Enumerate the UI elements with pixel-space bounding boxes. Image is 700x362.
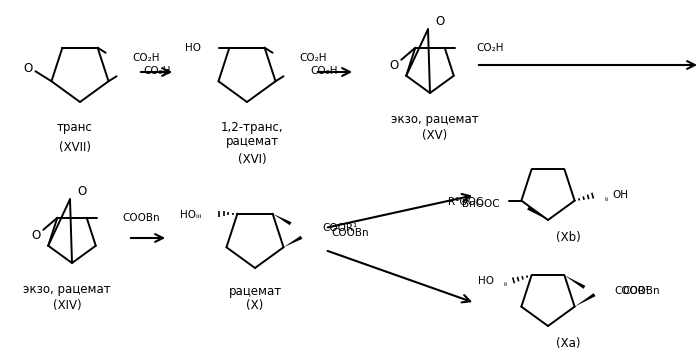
Polygon shape [527, 206, 548, 220]
Text: O: O [24, 62, 33, 75]
Text: O: O [435, 15, 444, 28]
Text: рацемат: рацемат [225, 135, 279, 148]
Text: OH: OH [612, 190, 629, 200]
Text: ᵢᵢᵢ: ᵢᵢᵢ [503, 279, 507, 288]
Text: 1,2-транс,: 1,2-транс, [220, 121, 284, 134]
Text: (XVII): (XVII) [59, 140, 91, 153]
Text: O: O [32, 229, 41, 242]
Text: рацемат: рацемат [228, 285, 281, 298]
Text: BnOOC: BnOOC [463, 199, 500, 209]
Text: HO: HO [186, 43, 202, 53]
Text: R¹OOC: R¹OOC [448, 197, 484, 207]
Text: (XIV): (XIV) [52, 299, 81, 312]
Polygon shape [564, 275, 585, 289]
Text: O: O [78, 185, 87, 198]
Text: COOR¹: COOR¹ [323, 223, 358, 233]
Text: HOᵢᵢᵢ: HOᵢᵢᵢ [180, 210, 202, 220]
Polygon shape [272, 214, 291, 225]
Text: O: O [390, 59, 399, 72]
Text: CO₂H: CO₂H [477, 43, 504, 53]
Text: (X): (X) [246, 299, 264, 312]
Polygon shape [575, 293, 596, 307]
Text: CO₂H: CO₂H [132, 53, 160, 63]
Text: CO₂H: CO₂H [300, 53, 327, 63]
Text: экзо, рацемат: экзо, рацемат [391, 114, 479, 126]
Text: (Xa): (Xa) [556, 337, 580, 349]
Text: CO₂H: CO₂H [311, 66, 338, 76]
Text: экзо, рацемат: экзо, рацемат [23, 283, 111, 296]
Text: (XV): (XV) [422, 130, 447, 143]
Text: COOBn: COOBn [622, 286, 660, 296]
Polygon shape [284, 236, 302, 247]
Text: COOBn: COOBn [332, 228, 369, 238]
Text: HO: HO [477, 276, 494, 286]
Text: транс: транс [57, 121, 93, 134]
Text: (Xb): (Xb) [556, 231, 580, 244]
Text: CO₂H: CO₂H [144, 66, 171, 76]
Text: (XVI): (XVI) [238, 153, 266, 167]
Text: ᵢᵢᵢ: ᵢᵢᵢ [605, 194, 609, 203]
Text: COOR¹: COOR¹ [615, 286, 650, 296]
Text: COOBn: COOBn [122, 213, 160, 223]
